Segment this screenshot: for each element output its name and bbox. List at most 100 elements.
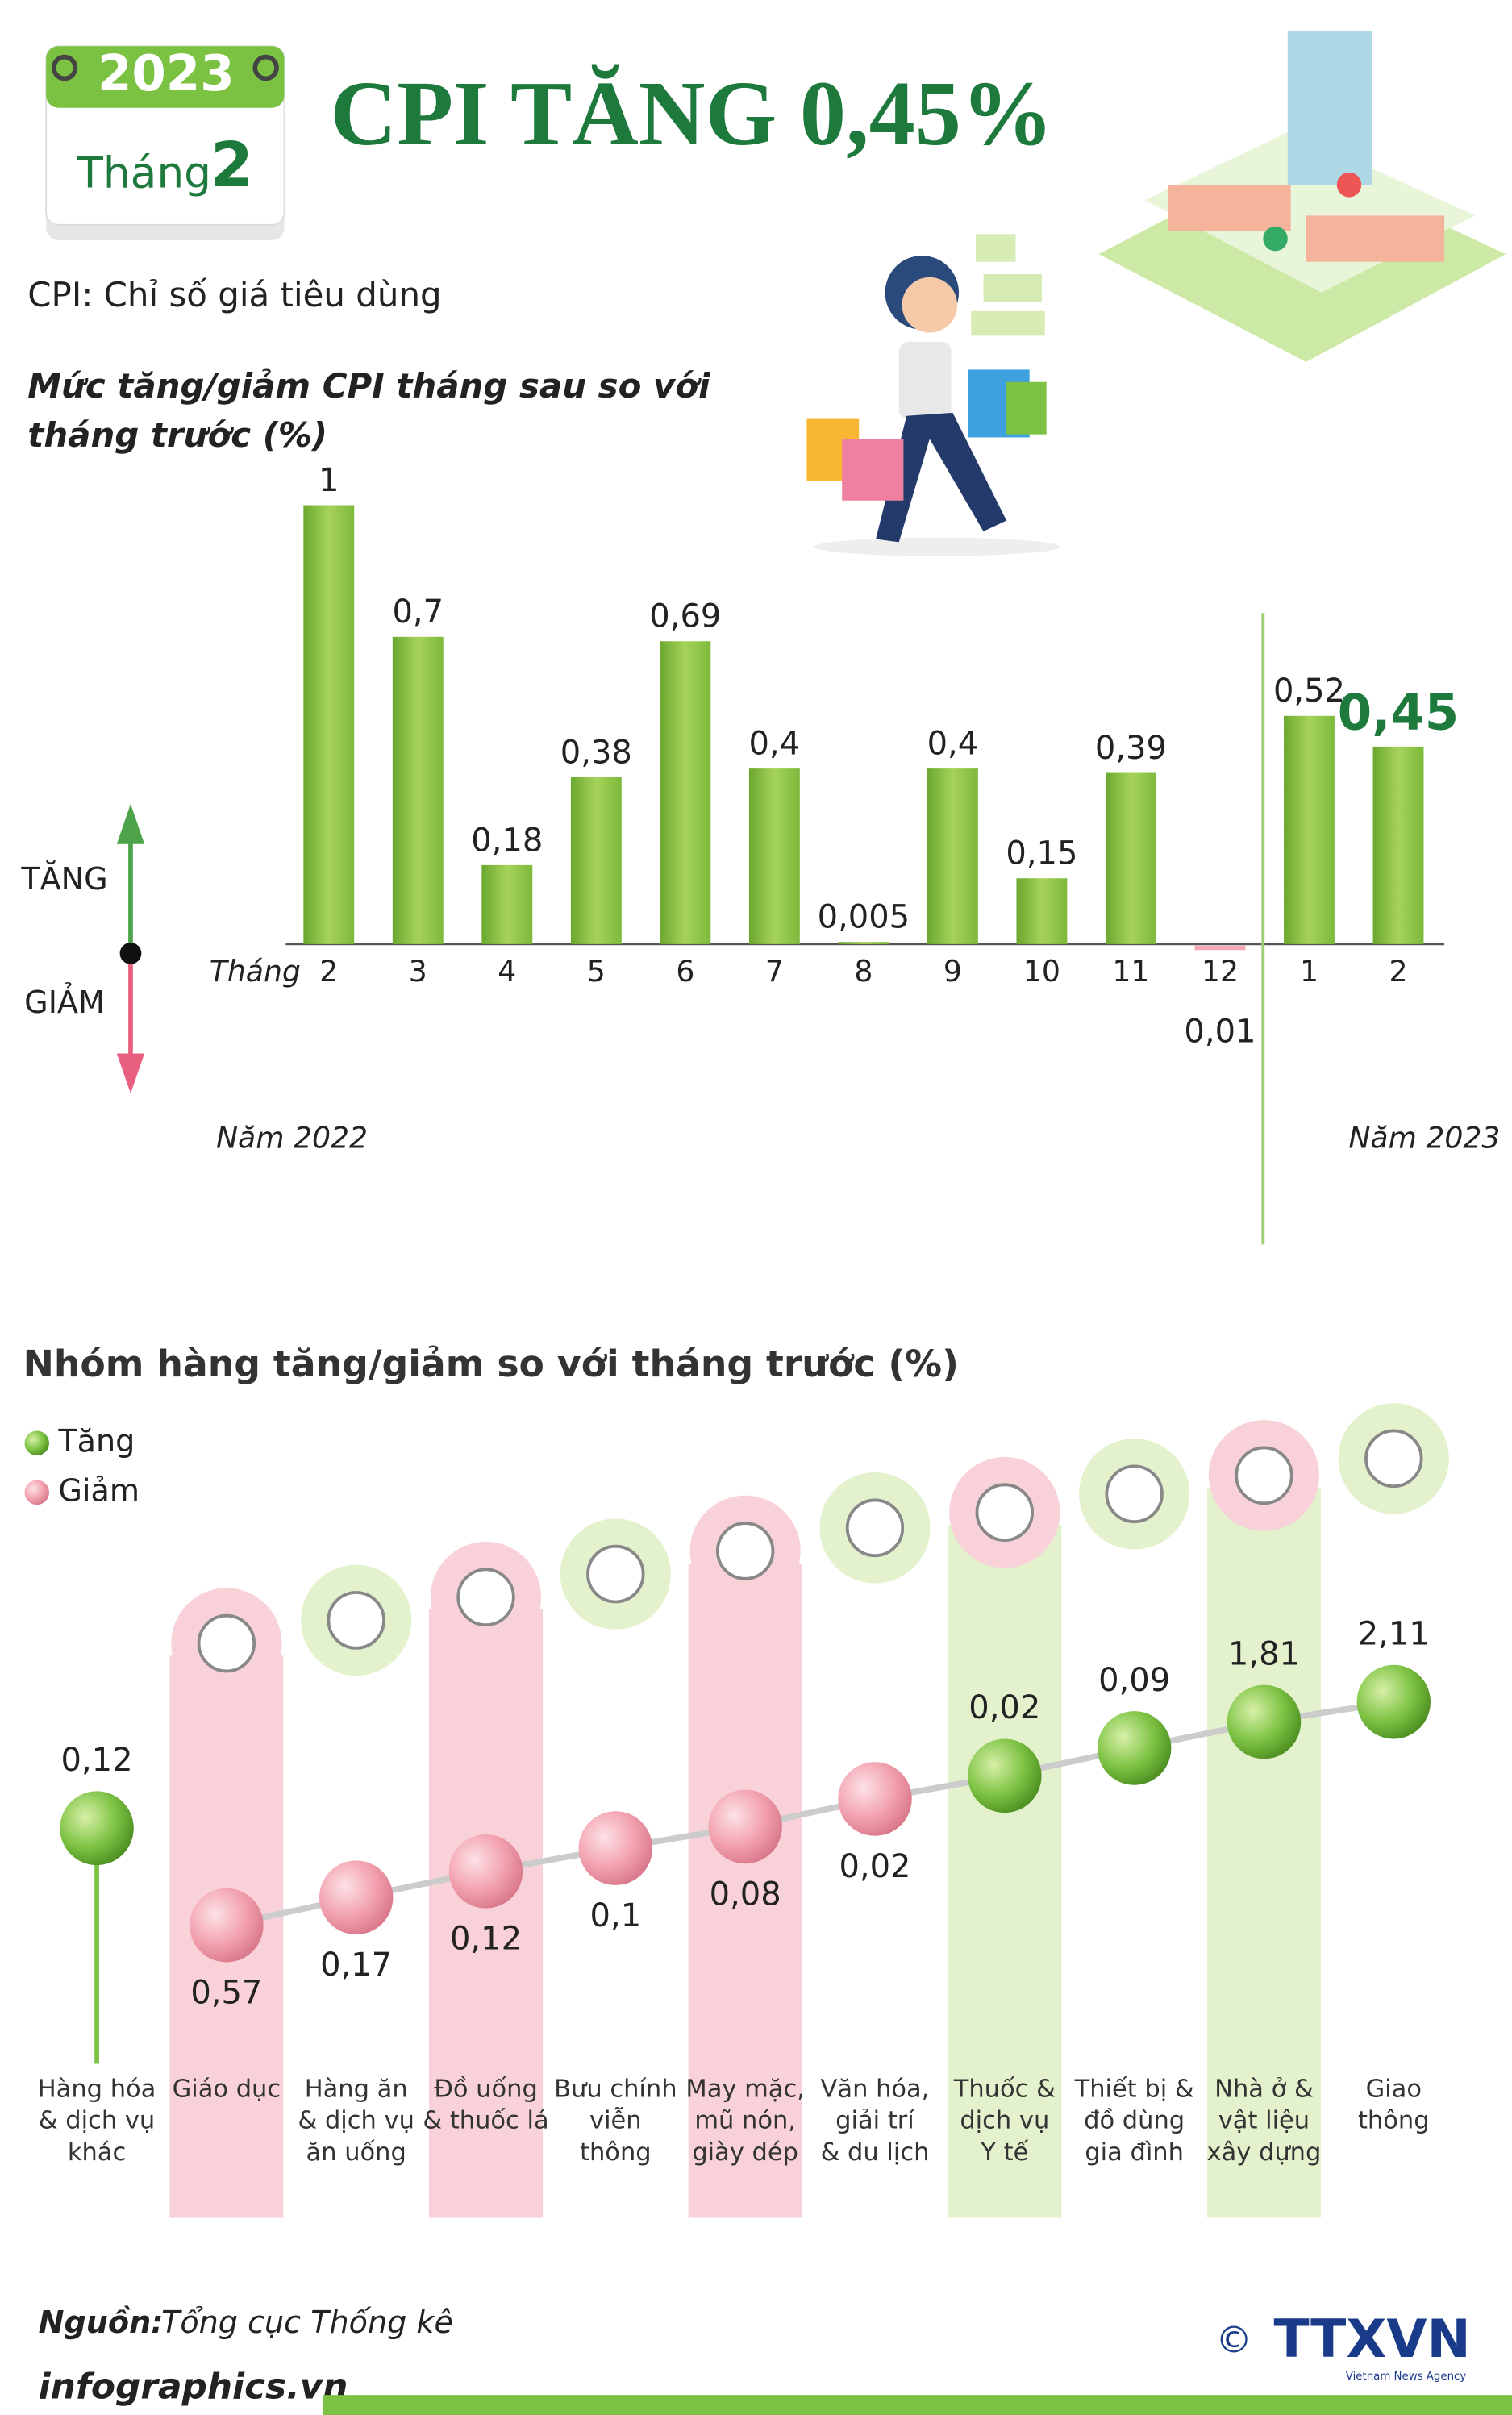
bar <box>1372 746 1424 944</box>
x-tick-label: Giáo dục <box>173 2075 281 2103</box>
x-tick-label: 1 <box>1300 954 1318 989</box>
band <box>429 1609 544 2218</box>
illustration-shopper <box>806 234 1060 556</box>
x-tick-label: Nhà ở & <box>1214 2075 1314 2103</box>
chart-title: tháng trước (%) <box>27 415 327 455</box>
bar <box>392 636 444 944</box>
icon-inner <box>1364 1429 1423 1489</box>
legend-up: TĂNG <box>20 860 107 897</box>
year-label: Năm 2022 <box>216 1120 368 1155</box>
origin-dot <box>119 942 142 964</box>
value-label: 0,4 <box>749 725 801 762</box>
icon-inner <box>327 1591 385 1650</box>
icon-inner <box>1235 1446 1293 1505</box>
bar <box>660 641 711 944</box>
x-tick-label: Thuốc & <box>953 2075 1056 2103</box>
bar <box>481 864 533 944</box>
source: Tổng cục Thống kê <box>161 2305 453 2340</box>
dot <box>60 1791 134 1866</box>
value-label: 0,08 <box>710 1876 781 1913</box>
dot <box>578 1811 653 1885</box>
agency: TTXVN <box>1274 2309 1471 2370</box>
down-arrow-head <box>116 1053 145 1094</box>
x-tick-label: xây dựng <box>1207 2138 1322 2167</box>
up-arrow-head <box>116 804 145 844</box>
value-label: 0,15 <box>1006 835 1077 872</box>
x-tick-label: 2 <box>319 954 338 989</box>
bar <box>1284 715 1335 944</box>
x-tick-label: Đồ uống <box>434 2075 538 2103</box>
legend-down: GIẢM <box>24 983 105 1020</box>
x-tick-label: gia đình <box>1085 2138 1184 2167</box>
icon-inner <box>586 1544 645 1604</box>
value-label: 0,02 <box>968 1689 1040 1726</box>
value-label: 0,01 <box>1184 1014 1256 1051</box>
x-tick-label: 11 <box>1112 954 1149 989</box>
x-tick-label: 7 <box>765 954 784 989</box>
x-tick-label: Văn hóa, <box>821 2075 930 2103</box>
bar <box>303 505 355 944</box>
x-tick-label: Bưu chính <box>554 2075 677 2103</box>
value-label: 0,52 <box>1273 672 1345 710</box>
x-tick-label: vật liệu <box>1218 2107 1310 2135</box>
x-tick-label: giày dép <box>692 2138 798 2167</box>
x-tick-label: dịch vụ <box>960 2107 1049 2135</box>
band <box>688 1563 802 2218</box>
bar <box>570 777 622 944</box>
x-tick-label: mũ nón, <box>694 2107 796 2135</box>
copyright: © <box>1215 2319 1252 2362</box>
dot <box>968 1738 1042 1813</box>
value-label: 0,7 <box>392 593 444 631</box>
legend-swatch <box>24 1480 49 1505</box>
icon-inner <box>845 1498 905 1558</box>
calendar: 2023 Tháng 2 <box>45 45 285 240</box>
icon-inner <box>715 1522 775 1580</box>
x-tick-label: 9 <box>943 954 962 989</box>
x-tick-label: Y tế <box>980 2138 1028 2167</box>
value-label: 2,11 <box>1358 1615 1430 1652</box>
x-label: Tháng <box>210 954 301 989</box>
x-tick-label: & dịch vụ <box>298 2107 414 2135</box>
value-label: 0,12 <box>450 1921 522 1958</box>
value-label: 0,12 <box>61 1742 133 1779</box>
dot <box>838 1762 912 1836</box>
footer: Nguồn: Tổng cục Thống kê infographics.vn… <box>39 2305 1512 2415</box>
x-tick-label: Hàng ăn <box>305 2075 408 2103</box>
year-label: Năm 2023 <box>1348 1120 1500 1155</box>
x-tick-label: Hàng hóa <box>38 2075 156 2103</box>
subtitle: CPI: Chỉ số giá tiêu dùng <box>27 275 441 314</box>
x-tick-label: Thiết bị & <box>1074 2075 1194 2103</box>
x-tick-label: giải trí <box>835 2107 915 2135</box>
dot <box>319 1860 394 1935</box>
legend-label: Giảm <box>58 1472 140 1508</box>
value-label: 0,09 <box>1098 1662 1170 1699</box>
value-label: 0,4 <box>927 725 979 762</box>
dot <box>1097 1711 1172 1785</box>
x-tick-label: & du lịch <box>821 2138 930 2167</box>
value-label: 0,17 <box>320 1947 392 1984</box>
footer-bar <box>323 2395 1512 2415</box>
icon-inner <box>197 1613 256 1673</box>
bar <box>838 942 889 944</box>
legend-label: Tăng <box>57 1423 135 1459</box>
x-tick-label: viễn <box>589 2107 642 2135</box>
value-label: 0,18 <box>471 822 543 859</box>
dot <box>708 1789 782 1864</box>
x-tick-label: 2 <box>1389 954 1407 989</box>
bar <box>1105 772 1156 944</box>
dot <box>1356 1664 1431 1739</box>
value-label: 1 <box>319 462 339 499</box>
icon-inner <box>1105 1464 1164 1524</box>
bar <box>927 768 978 944</box>
month: 2 <box>210 129 253 201</box>
x-tick-label: 5 <box>587 954 606 989</box>
value-label: 0,39 <box>1095 730 1167 767</box>
bar <box>1016 878 1068 944</box>
illustration-store <box>1098 31 1506 362</box>
bar <box>1194 945 1246 951</box>
band <box>1206 1488 1321 2218</box>
value-label: 0,45 <box>1338 684 1459 741</box>
chart-title: Mức tăng/giảm CPI tháng sau so với <box>27 366 710 406</box>
